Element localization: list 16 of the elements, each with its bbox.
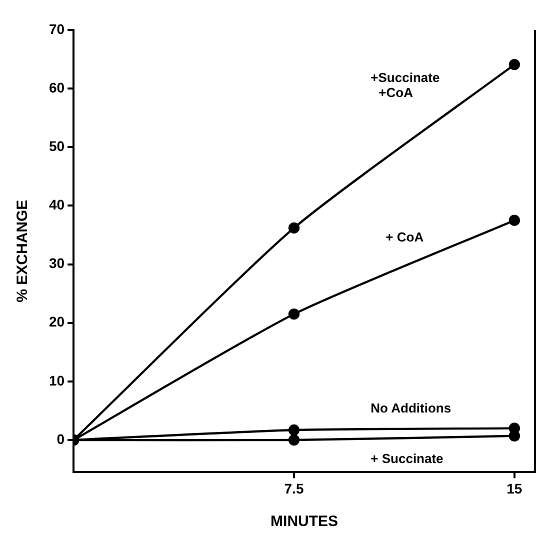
x-tick-label: 7.5	[284, 480, 304, 496]
y-tick-label: 60	[48, 79, 65, 96]
series-label: +Succinate +CoA	[370, 70, 440, 100]
y-tick-label: 70	[48, 20, 65, 37]
y-tick-label: 30	[48, 255, 65, 272]
y-tick-label: 40	[48, 196, 65, 213]
series-label: + Succinate	[370, 451, 444, 466]
series-label: No Additions	[370, 400, 452, 416]
y-tick-label: 50	[48, 138, 65, 154]
y-axis-title: % EXCHANGE	[14, 200, 32, 302]
y-tick-label: 0	[56, 430, 65, 447]
y-tick-label: 10	[48, 372, 65, 388]
x-tick-label: 15	[506, 480, 522, 496]
x-axis-title: MINUTES	[270, 513, 338, 530]
y-tick-label: 20	[48, 314, 65, 330]
series-label: + CoA	[386, 230, 424, 245]
